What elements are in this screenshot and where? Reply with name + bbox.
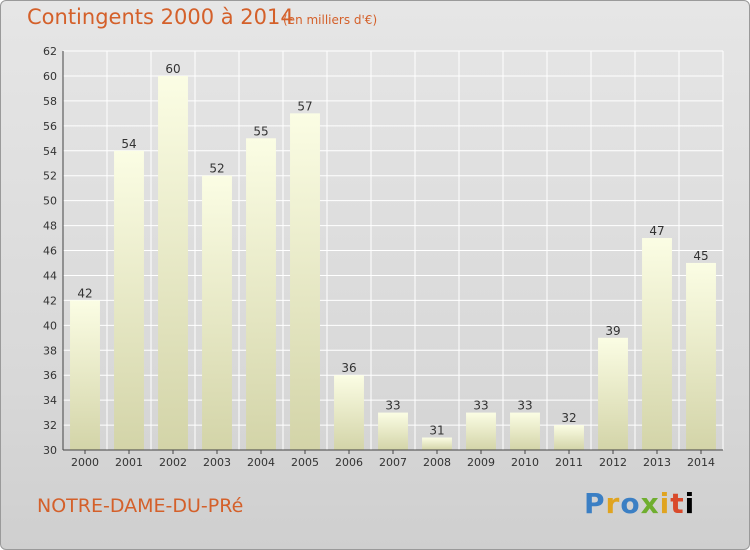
- bar-2007[interactable]: [378, 412, 408, 450]
- bar-2010[interactable]: [510, 412, 540, 450]
- x-tick-label: 2013: [643, 456, 671, 469]
- y-tick-label: 56: [43, 120, 57, 133]
- data-label: 33: [385, 399, 400, 413]
- x-tick-label: 2012: [599, 456, 627, 469]
- logo-letter: i: [684, 487, 696, 520]
- place-name: NOTRE-DAME-DU-PRé: [37, 495, 244, 517]
- data-label: 32: [561, 411, 576, 425]
- y-tick-label: 54: [43, 145, 57, 158]
- x-tick-label: 2006: [335, 456, 363, 469]
- data-label: 31: [429, 424, 444, 438]
- bar-2012[interactable]: [598, 337, 628, 450]
- data-label: 55: [253, 124, 268, 138]
- data-label: 33: [517, 399, 532, 413]
- bar-2009[interactable]: [466, 412, 496, 450]
- y-tick-label: 32: [43, 419, 57, 432]
- y-tick-label: 34: [43, 394, 57, 407]
- x-tick-label: 2010: [511, 456, 539, 469]
- bar-2000[interactable]: [70, 300, 100, 450]
- y-tick-label: 42: [43, 294, 57, 307]
- bar-2003[interactable]: [202, 175, 232, 450]
- x-tick-label: 2002: [159, 456, 187, 469]
- data-label: 42: [77, 286, 92, 300]
- y-tick-label: 44: [43, 269, 57, 282]
- bar-2001[interactable]: [114, 150, 144, 450]
- logo-letter: P: [584, 487, 606, 520]
- data-label: 60: [165, 62, 180, 76]
- logo-letter: x: [640, 487, 660, 520]
- chart-title: Contingents 2000 à 2014: [27, 5, 294, 29]
- data-label: 36: [341, 361, 356, 375]
- logo-letter: i: [659, 487, 671, 520]
- logo-letter: t: [670, 487, 685, 520]
- data-label: 52: [209, 162, 224, 176]
- x-tick-label: 2005: [291, 456, 319, 469]
- y-tick-label: 60: [43, 70, 57, 83]
- x-tick-label: 2014: [687, 456, 715, 469]
- x-tick-label: 2003: [203, 456, 231, 469]
- y-tick-label: 62: [43, 45, 57, 58]
- proxiti-logo[interactable]: Proxiti: [584, 487, 695, 520]
- x-tick-label: 2008: [423, 456, 451, 469]
- bars: 42 54 60 52 55 57 36 33 31 33 33 32 39 47 45: [70, 62, 716, 450]
- chart-subtitle: (en milliers d'€): [283, 13, 378, 27]
- bar-2011[interactable]: [554, 425, 584, 450]
- x-tick-label: 2004: [247, 456, 275, 469]
- y-tick-label: 58: [43, 95, 57, 108]
- x-tick-label: 2000: [71, 456, 99, 469]
- data-label: 45: [693, 249, 708, 263]
- data-label: 33: [473, 399, 488, 413]
- bar-2014[interactable]: [686, 262, 716, 450]
- bar-2005[interactable]: [290, 113, 320, 450]
- y-tick-label: 36: [43, 369, 57, 382]
- bar-2004[interactable]: [246, 138, 276, 450]
- data-label: 39: [605, 324, 620, 338]
- bar-2013[interactable]: [642, 238, 672, 450]
- y-tick-label: 48: [43, 220, 57, 233]
- y-tick-label: 50: [43, 195, 57, 208]
- data-label: 57: [297, 99, 312, 113]
- axes: 30 32 34 36 38 40 42 44 46 48 50 52 54 56 58 60 62 2000 20…: [43, 45, 723, 469]
- y-tick-label: 30: [43, 444, 57, 457]
- bar-2006[interactable]: [334, 375, 364, 450]
- y-tick-label: 46: [43, 245, 57, 258]
- logo-letter: r: [605, 487, 621, 520]
- x-tick-label: 2007: [379, 456, 407, 469]
- bar-2002[interactable]: [158, 75, 188, 450]
- x-tick-label: 2011: [555, 456, 583, 469]
- data-label: 47: [649, 224, 664, 238]
- logo-letter: o: [620, 487, 641, 520]
- data-label: 54: [121, 137, 136, 151]
- y-tick-label: 38: [43, 344, 57, 357]
- x-tick-label: 2009: [467, 456, 495, 469]
- y-tick-label: 40: [43, 319, 57, 332]
- x-tick-label: 2001: [115, 456, 143, 469]
- y-tick-label: 52: [43, 170, 57, 183]
- bar-2008[interactable]: [422, 437, 452, 450]
